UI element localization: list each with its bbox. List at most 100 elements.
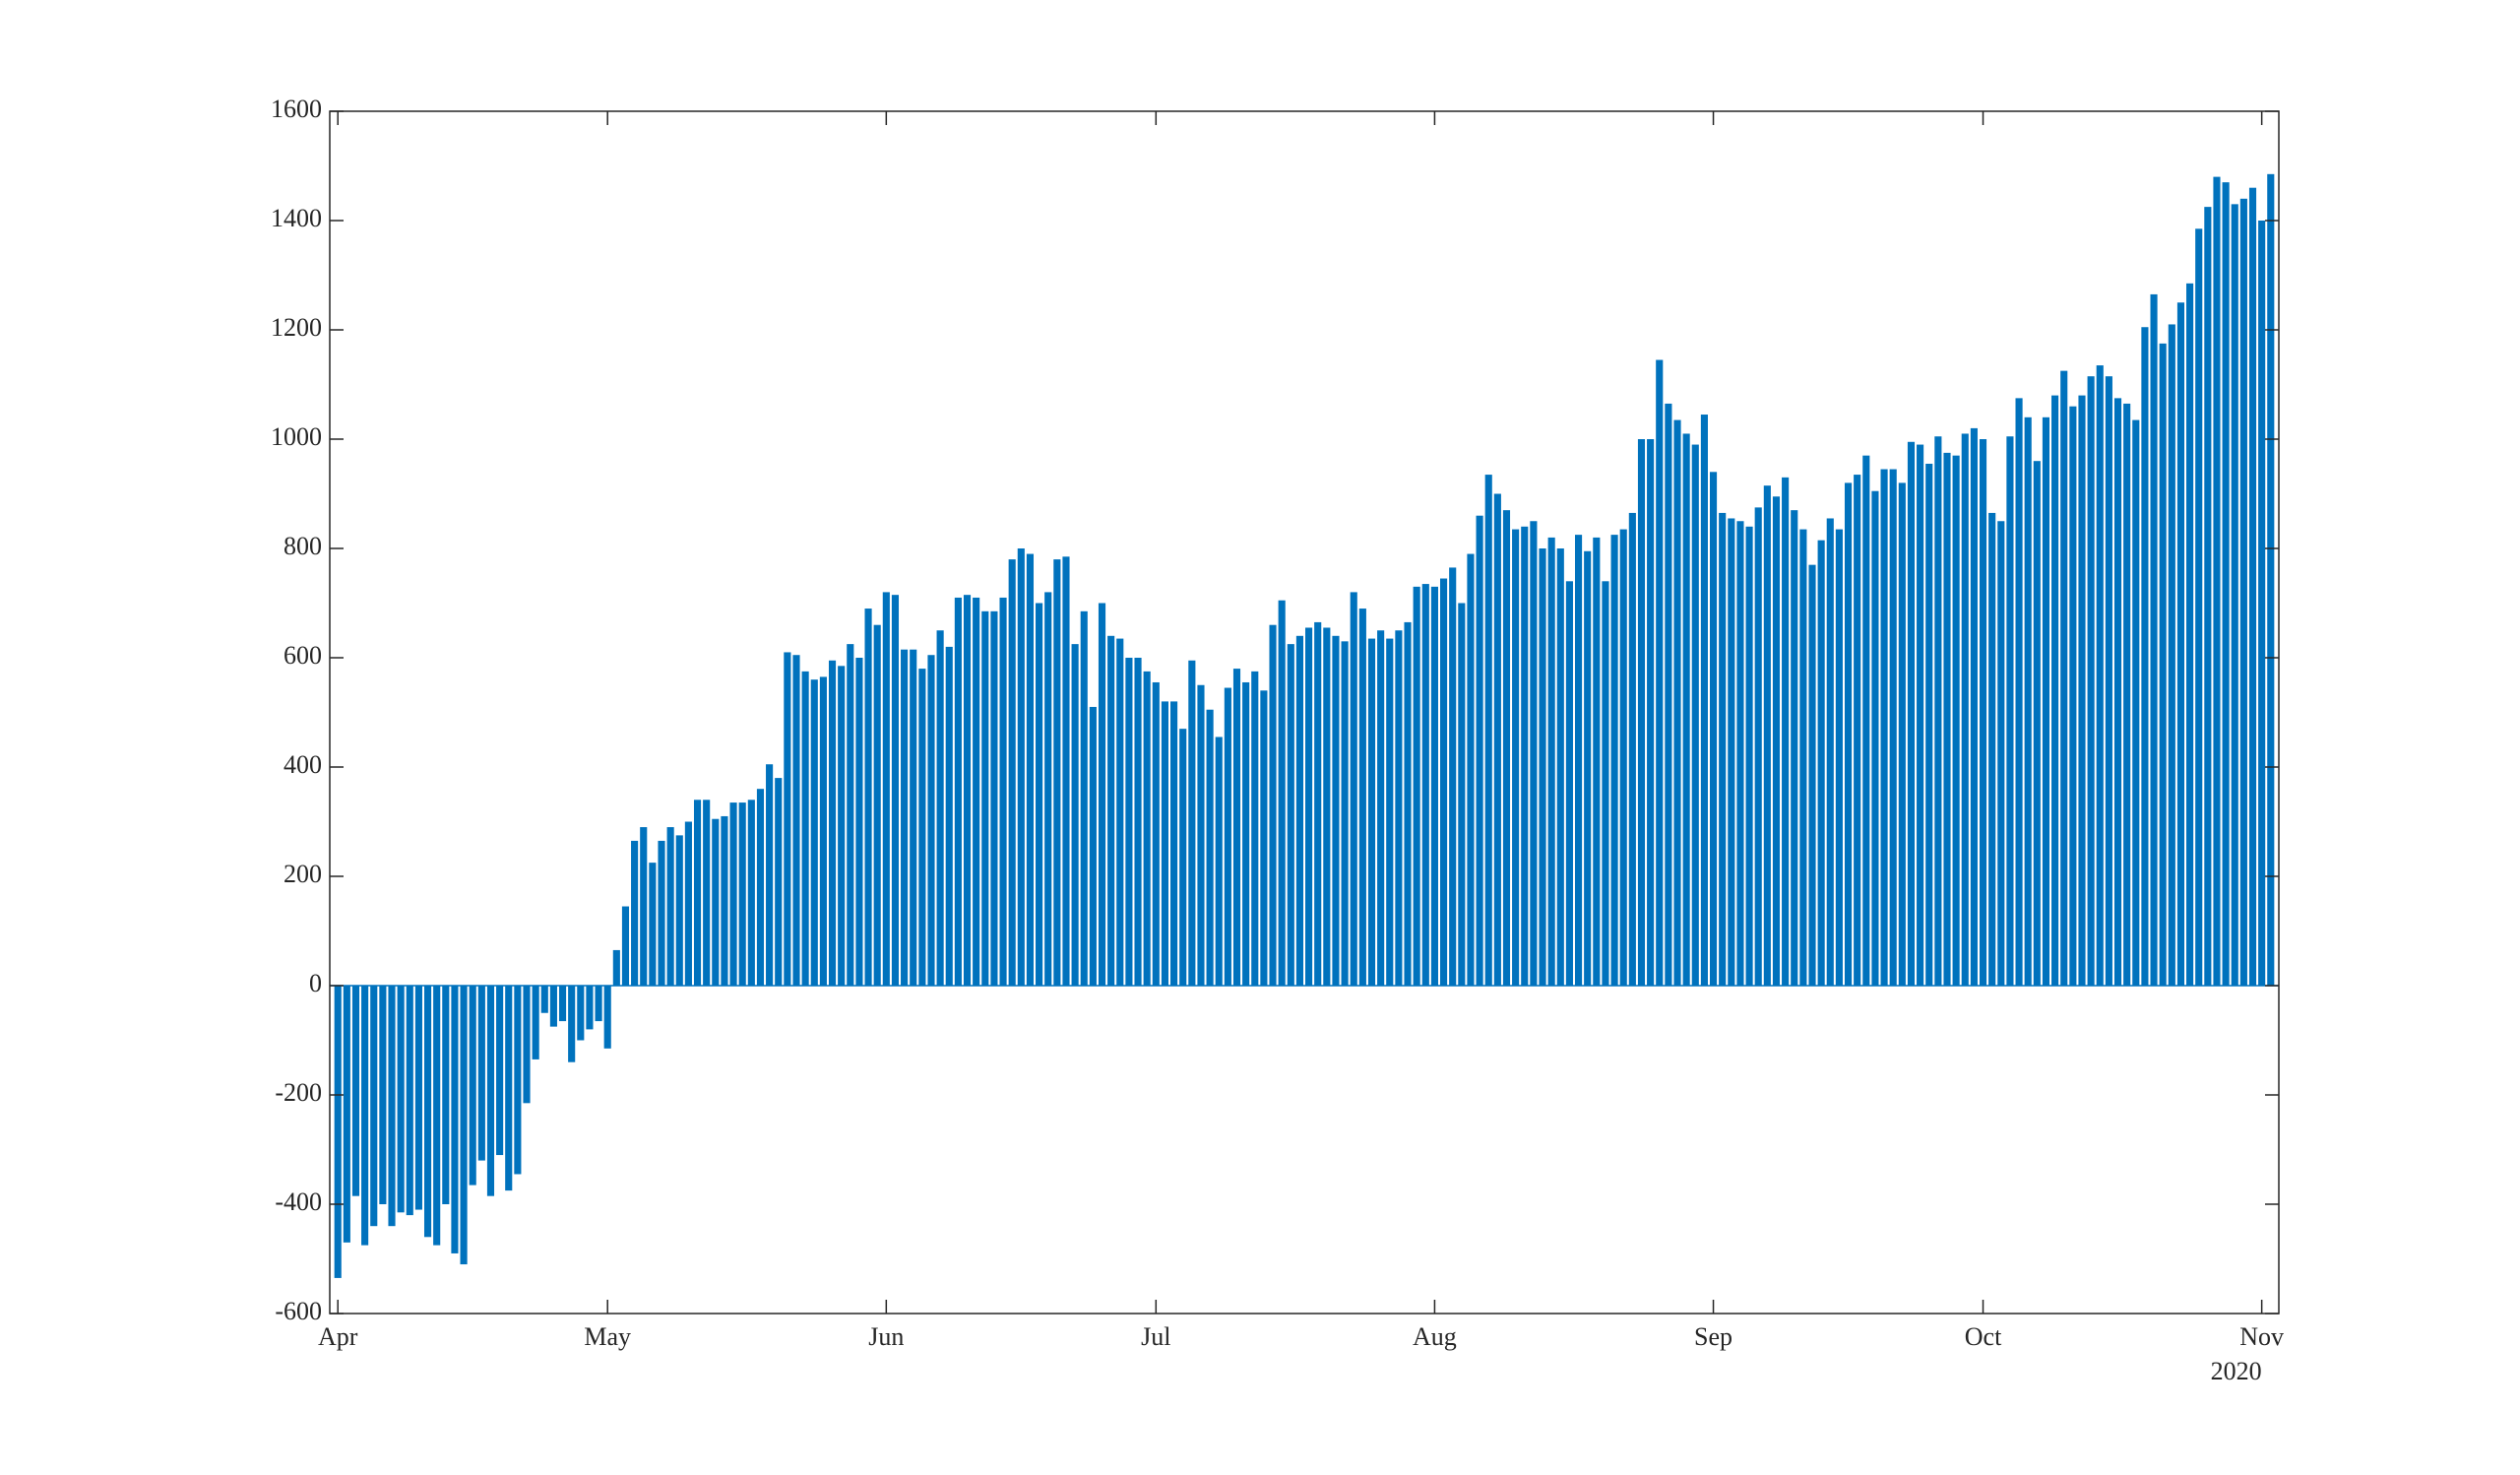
bar — [1341, 641, 1349, 986]
bar — [442, 986, 450, 1204]
bar — [1574, 535, 1583, 986]
bar — [2168, 324, 2175, 986]
bar — [1934, 436, 1942, 987]
bar — [1728, 518, 1735, 986]
bar — [1530, 521, 1538, 986]
bar — [838, 666, 846, 986]
bar — [1970, 427, 1978, 986]
bar — [2239, 198, 2247, 987]
bar — [2248, 187, 2257, 986]
bar — [1053, 559, 1061, 986]
bar — [1700, 415, 1708, 986]
x-tick-label: Jul — [1141, 1322, 1170, 1351]
bar — [1952, 455, 1960, 986]
bar — [864, 609, 872, 986]
bar — [1539, 548, 1546, 986]
bar — [1314, 621, 1322, 986]
bar — [540, 986, 548, 1013]
bar — [532, 986, 539, 1059]
bar — [631, 840, 639, 986]
bar — [621, 906, 630, 986]
bar — [361, 986, 369, 1246]
bar — [1593, 537, 1601, 986]
bar — [1323, 627, 1331, 986]
bar — [1170, 701, 1178, 986]
bar — [2150, 293, 2158, 986]
bar — [1404, 621, 1412, 986]
bar — [414, 986, 422, 1210]
bar — [1449, 567, 1457, 986]
bar — [2231, 204, 2238, 987]
bar — [1871, 490, 1879, 986]
bar — [1215, 737, 1223, 986]
bar — [891, 595, 900, 986]
bar — [397, 986, 405, 1213]
y-tick-label: 400 — [284, 750, 322, 779]
bar — [334, 986, 342, 1278]
bar — [945, 646, 953, 986]
bar — [460, 986, 468, 1265]
bar — [1961, 433, 1969, 986]
x-tick-label: Apr — [318, 1322, 358, 1351]
bar — [901, 649, 909, 986]
bar — [1332, 635, 1340, 986]
bar — [1979, 439, 1987, 986]
bar — [2258, 221, 2266, 986]
y-tick-label: 800 — [284, 532, 322, 560]
x-tick-label: Nov — [2239, 1322, 2284, 1351]
bar — [649, 863, 657, 986]
x-tick-label: Sep — [1694, 1322, 1732, 1351]
bar — [1647, 439, 1655, 986]
bar — [577, 986, 585, 1041]
y-tick-label: 1600 — [271, 95, 322, 123]
x-tick-label: May — [584, 1322, 631, 1351]
bar — [847, 644, 854, 986]
bar — [1547, 537, 1555, 986]
bar — [1521, 526, 1529, 986]
bar — [1152, 681, 1160, 986]
bar — [1628, 512, 1636, 986]
bar — [2204, 207, 2212, 986]
bar — [2096, 365, 2104, 986]
bar — [514, 986, 522, 1175]
bar — [1467, 553, 1475, 986]
bar — [1997, 521, 2005, 986]
bar — [703, 800, 711, 986]
bar — [873, 624, 881, 986]
bar — [1295, 635, 1303, 986]
bar — [1421, 584, 1429, 986]
y-tick-label: 1000 — [271, 422, 322, 451]
bar — [1358, 609, 1366, 986]
bar — [1287, 644, 1294, 986]
bar — [586, 986, 594, 1030]
bar — [1107, 635, 1115, 986]
x-secondary-label: 2020 — [2211, 1357, 2262, 1385]
bar — [1719, 512, 1727, 986]
bar — [1772, 496, 1781, 986]
y-tick-label: 600 — [284, 641, 322, 670]
bar — [640, 827, 648, 986]
bar — [1826, 518, 1834, 986]
bar — [828, 660, 837, 986]
bar — [819, 676, 827, 986]
bar — [936, 630, 944, 986]
bar — [1691, 444, 1699, 986]
bar — [1395, 630, 1403, 986]
bar — [486, 986, 495, 1196]
bar — [1584, 550, 1592, 986]
bar — [612, 949, 620, 986]
bar — [684, 821, 692, 986]
bar — [1476, 515, 1483, 986]
bar — [1808, 564, 1816, 986]
bar — [2069, 406, 2077, 986]
bar — [351, 986, 360, 1196]
bar — [2186, 283, 2194, 986]
bar — [1188, 660, 1196, 986]
bar — [1907, 441, 1916, 986]
bar — [792, 655, 800, 986]
bar — [693, 800, 702, 986]
bar — [981, 610, 989, 986]
bar — [477, 986, 485, 1161]
